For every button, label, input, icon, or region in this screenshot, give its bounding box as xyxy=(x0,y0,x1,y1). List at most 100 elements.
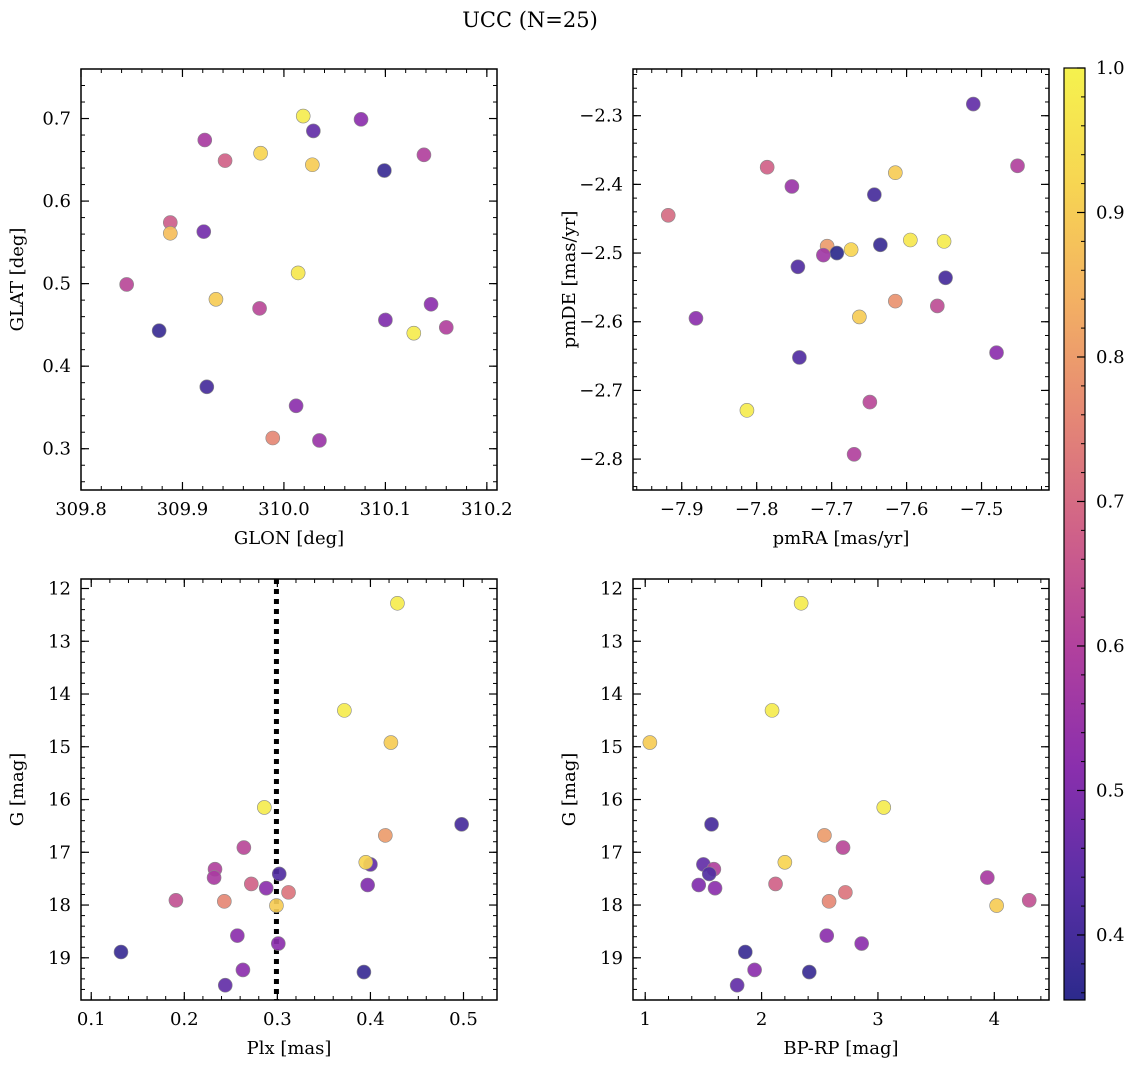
data-point xyxy=(737,944,753,960)
data-point xyxy=(792,350,807,365)
data-point xyxy=(377,163,392,178)
data-point xyxy=(295,108,311,124)
y-tick-label: 12 xyxy=(48,578,71,599)
y-axis-label: G [mag] xyxy=(7,753,28,826)
data-point xyxy=(281,885,296,900)
data-point xyxy=(217,977,233,993)
data-point xyxy=(873,237,888,253)
data-point xyxy=(119,277,134,292)
data-point xyxy=(747,962,762,978)
data-point xyxy=(903,232,918,248)
data-point xyxy=(288,398,304,414)
y-tick-label: 16 xyxy=(48,790,71,811)
x-tick-label: 4 xyxy=(989,1009,1000,1030)
figure-title: UCC (N=25) xyxy=(462,8,598,32)
data-point xyxy=(378,828,393,843)
data-point xyxy=(356,964,372,980)
data-point xyxy=(257,800,272,815)
data-point xyxy=(707,880,723,896)
data-point xyxy=(965,96,981,112)
x-axis-label: BP-RP [mag] xyxy=(783,1038,898,1059)
data-point xyxy=(269,898,284,913)
minor-ticks xyxy=(81,579,497,1001)
data-point xyxy=(835,840,851,855)
colorbar-tick-label: 0.4 xyxy=(1096,925,1125,946)
panel-top-left: 309.8 309.9 310.0 310.1 310.2 0.3 0.4 0.5 0.6 0.7… xyxy=(7,68,513,549)
x-tick-label: 0.4 xyxy=(356,1009,385,1030)
data-point xyxy=(867,187,882,202)
data-point xyxy=(337,703,352,718)
colorbar-tick-label: 1.0 xyxy=(1096,58,1125,79)
colorbar-tick-label: 0.7 xyxy=(1096,491,1125,512)
x-tick-label: −7.5 xyxy=(960,499,1004,520)
y-tick-label: −2.7 xyxy=(579,380,623,401)
data-point xyxy=(852,309,867,325)
data-point xyxy=(217,153,233,168)
y-tick-label: 18 xyxy=(600,895,623,916)
data-point xyxy=(989,345,1004,360)
y-tick-label: 0.3 xyxy=(42,439,71,460)
y-tick-label: 17 xyxy=(48,842,71,863)
data-points xyxy=(660,96,1025,462)
data-point xyxy=(688,311,704,326)
x-tick-label: 310.2 xyxy=(461,499,513,520)
axes-frame xyxy=(632,578,1050,1001)
y-tick-label: 0.4 xyxy=(42,356,71,377)
data-point xyxy=(312,433,327,448)
data-point xyxy=(1010,158,1025,174)
x-axis-label: pmRA [mas/yr] xyxy=(773,528,910,549)
x-tick-label: 0.1 xyxy=(77,1009,106,1030)
data-point xyxy=(888,165,903,181)
y-tick-label: 17 xyxy=(600,842,623,863)
data-point xyxy=(270,936,286,951)
data-point xyxy=(936,234,952,249)
y-tick-label: 15 xyxy=(600,737,623,758)
data-point xyxy=(846,446,862,462)
x-tick-label: −7.7 xyxy=(810,499,854,520)
data-point xyxy=(759,159,775,175)
axes-frame xyxy=(80,578,498,1001)
data-point xyxy=(358,855,374,870)
data-point xyxy=(980,870,995,885)
data-point xyxy=(197,132,213,148)
data-point xyxy=(353,112,369,127)
data-point xyxy=(660,207,676,223)
x-tick-label: 309.8 xyxy=(55,499,107,520)
data-point xyxy=(199,379,215,395)
y-tick-label: −2.3 xyxy=(579,106,623,127)
data-point xyxy=(162,225,178,241)
data-point xyxy=(862,394,878,410)
data-point xyxy=(930,298,945,314)
data-point xyxy=(271,866,287,882)
data-point xyxy=(1021,892,1037,908)
y-tick-label: 19 xyxy=(48,948,71,969)
data-point xyxy=(854,936,869,951)
data-point xyxy=(764,703,780,718)
colorbar-tick-label: 0.9 xyxy=(1096,202,1125,223)
x-tick-label: −7.6 xyxy=(885,499,929,520)
data-point xyxy=(290,265,306,281)
y-tick-label: 18 xyxy=(48,895,71,916)
y-tick-label: 14 xyxy=(48,684,71,705)
x-axis-label: GLON [deg] xyxy=(234,528,344,549)
data-point xyxy=(768,876,783,892)
y-tick-label: 13 xyxy=(600,631,623,652)
data-point xyxy=(888,293,903,309)
x-tick-label: 2 xyxy=(756,1009,767,1030)
data-point xyxy=(777,855,793,870)
data-point xyxy=(817,828,832,843)
data-points xyxy=(642,595,1037,993)
y-axis-label: pmDE [mas/yr] xyxy=(559,211,580,349)
data-point xyxy=(206,870,222,885)
data-point xyxy=(423,296,439,312)
y-tick-label: −2.5 xyxy=(579,243,623,264)
data-point xyxy=(151,323,167,338)
data-point xyxy=(378,312,393,328)
colorbar-tick-label: 0.5 xyxy=(1096,780,1125,801)
axes-frame xyxy=(632,68,1050,491)
colorbar-tick-label: 0.8 xyxy=(1096,347,1125,368)
data-point xyxy=(305,157,320,173)
y-tick-label: 13 xyxy=(48,631,71,652)
